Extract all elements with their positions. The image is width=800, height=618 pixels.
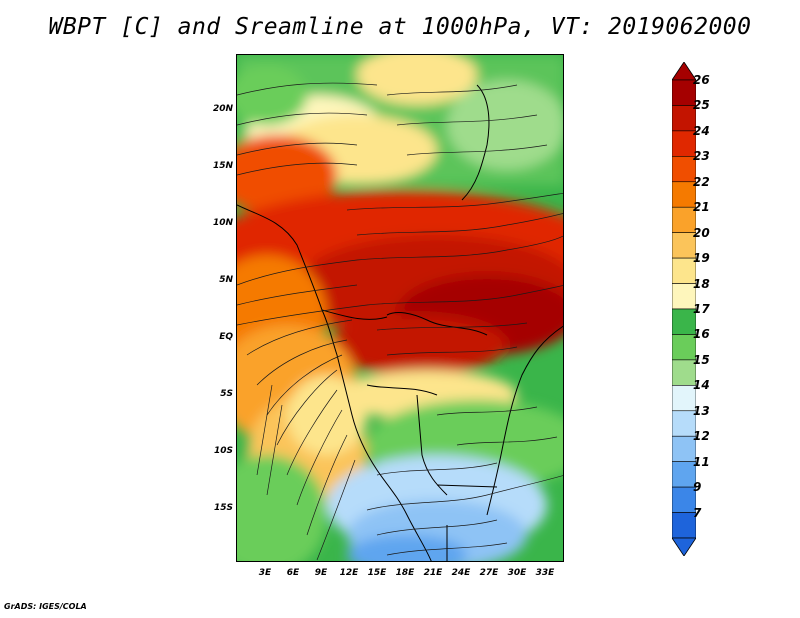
colorbar-label: 9	[693, 480, 702, 495]
colorbar-label: 17	[693, 302, 710, 316]
colorbar-label: 22	[693, 174, 710, 189]
colorbar-bin-15	[671, 461, 697, 488]
lat-label-5s: 5S	[220, 389, 233, 399]
lat-label-eq: EQ	[219, 332, 233, 342]
colorbar-bin-0	[671, 79, 697, 106]
colorbar-label: 25	[693, 98, 710, 113]
colorbar-bin-11	[671, 359, 697, 386]
lat-label-20n: 20N	[212, 104, 233, 114]
colorbar-label: 16	[693, 327, 710, 342]
lat-label-5n: 5N	[219, 275, 233, 285]
colorbar-label: 15	[693, 352, 710, 367]
colorbar-label: 24	[693, 123, 710, 138]
colorbar-label: 23	[693, 149, 710, 164]
colorbar-label: 11	[693, 454, 710, 469]
coastlines	[237, 84, 563, 561]
colorbar-label: 26	[693, 73, 710, 87]
lon-label-24e: 24E	[451, 568, 471, 578]
lat-label-15s: 15S	[213, 503, 233, 513]
lat-label-15n: 15N	[212, 161, 233, 171]
colorbar-bottom-arrow	[671, 537, 697, 557]
map-canvas	[237, 55, 563, 561]
lat-label-10n: 10N	[212, 218, 233, 228]
colorbar-bin-7	[671, 257, 697, 284]
lon-label-18e: 18E	[395, 568, 415, 578]
wbpt-field	[237, 55, 563, 561]
colorbar-label: 7	[693, 505, 702, 520]
colorbar-bin-8	[671, 283, 697, 310]
lon-label-12e: 12E	[339, 568, 359, 578]
colorbar-bin-17	[671, 512, 697, 539]
colorbar-bin-10	[671, 334, 697, 361]
lon-label-9e: 9E	[314, 568, 328, 578]
colorbar-bin-9	[671, 308, 697, 335]
lon-label-21e: 21E	[423, 568, 443, 578]
colorbar-label: 13	[693, 403, 710, 418]
colorbar-bin-14	[671, 435, 697, 462]
lon-label-33e: 33E	[535, 568, 555, 578]
colorbar-bin-13	[671, 410, 697, 437]
map-title: WBPT [C] and Sreamline at 1000hPa, VT: 2…	[48, 14, 752, 40]
footer-credit: GrADS: IGES/COLA	[4, 602, 87, 611]
streamlines	[237, 82, 563, 561]
map-panel[interactable]	[236, 54, 564, 562]
lon-label-3e: 3E	[258, 568, 272, 578]
colorbar-svg	[671, 61, 697, 557]
colorbar	[671, 61, 697, 560]
colorbar-label: 18	[693, 276, 710, 291]
colorbar-bin-5	[671, 206, 697, 233]
lon-label-27e: 27E	[479, 568, 499, 578]
lon-label-15e: 15E	[367, 568, 387, 578]
colorbar-label: 12	[693, 429, 710, 444]
colorbar-label: 20	[693, 225, 710, 240]
lon-label-30e: 30E	[507, 568, 527, 578]
lon-label-6e: 6E	[286, 568, 300, 578]
colorbar-label: 21	[693, 200, 710, 215]
colorbar-label: 19	[693, 251, 710, 266]
colorbar-label: 14	[693, 378, 710, 393]
lat-label-10s: 10S	[213, 446, 233, 456]
